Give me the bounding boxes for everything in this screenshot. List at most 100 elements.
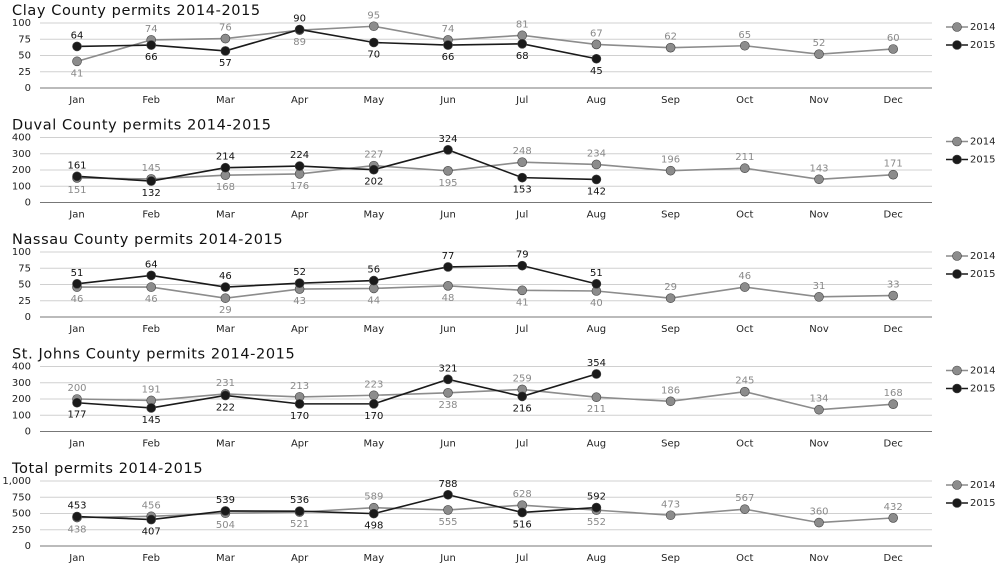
data-label: 151: [67, 185, 86, 196]
data-label: 211: [735, 152, 754, 163]
data-label: 521: [290, 519, 309, 530]
legend-marker: [952, 136, 962, 147]
y-tick-label: 50: [18, 51, 31, 62]
data-label: 41: [516, 297, 529, 308]
data-point: [814, 517, 824, 528]
data-label: 504: [216, 520, 235, 531]
data-point: [814, 404, 824, 415]
data-label: 555: [438, 517, 457, 528]
x-tick-label: Jan: [68, 439, 84, 450]
data-point: [665, 42, 676, 53]
data-point: [443, 166, 453, 176]
data-label: 213: [290, 381, 309, 392]
data-point: [591, 53, 602, 64]
data-label: 186: [661, 385, 680, 396]
x-tick-label: Aug: [587, 210, 607, 221]
x-tick-label: Jul: [515, 95, 528, 106]
x-tick-label: Feb: [142, 553, 160, 564]
data-point: [443, 374, 453, 385]
data-point: [220, 390, 231, 401]
y-tick-label: 100: [12, 18, 31, 29]
data-point: [814, 292, 824, 302]
x-tick-label: Mar: [216, 439, 236, 450]
data-label: 67: [590, 28, 603, 39]
data-point: [665, 165, 676, 176]
data-label: 48: [442, 293, 455, 304]
data-label: 168: [884, 388, 903, 399]
series-line: [76, 161, 894, 181]
x-tick-label: Feb: [142, 324, 160, 335]
x-tick-label: Jun: [439, 439, 456, 450]
data-label: 66: [145, 52, 158, 63]
y-tick-label: 25: [18, 67, 31, 78]
data-point: [294, 24, 305, 35]
data-point: [146, 270, 156, 281]
series-line: [76, 149, 597, 182]
data-label: 453: [67, 501, 86, 512]
data-label: 81: [516, 19, 529, 30]
data-point: [220, 33, 231, 44]
data-point: [591, 369, 602, 379]
data-label: 52: [293, 267, 306, 278]
data-point: [443, 145, 453, 155]
x-tick-label: Apr: [291, 324, 309, 335]
x-tick-label: Jun: [439, 210, 456, 221]
data-label: 171: [884, 159, 903, 170]
data-point: [517, 157, 528, 167]
data-label: 589: [364, 492, 383, 503]
data-point: [665, 510, 676, 521]
data-point: [888, 513, 899, 523]
data-point: [739, 386, 750, 397]
data-label: 191: [142, 384, 161, 395]
x-tick-label: Oct: [736, 324, 753, 335]
data-label: 46: [71, 294, 84, 305]
data-label: 29: [219, 305, 232, 316]
data-label: 324: [438, 134, 457, 145]
data-point: [294, 278, 305, 289]
y-tick-label: 200: [12, 165, 31, 176]
data-label: 168: [216, 182, 235, 193]
data-label: 432: [884, 502, 903, 513]
data-label: 51: [590, 268, 603, 279]
y-tick-label: 200: [12, 394, 31, 405]
x-tick-label: Feb: [142, 439, 160, 450]
data-label: 202: [364, 177, 383, 188]
data-point: [368, 21, 379, 32]
y-tick-label: 0: [25, 83, 31, 94]
y-tick-label: 100: [12, 181, 31, 192]
data-point: [517, 172, 528, 183]
series-line: [76, 264, 597, 288]
data-point: [220, 282, 231, 292]
data-point: [443, 489, 453, 500]
y-tick-label: 400: [12, 362, 31, 373]
x-tick-label: Mar: [216, 210, 236, 221]
data-label: 29: [664, 282, 677, 293]
y-tick-label: 100: [12, 410, 31, 421]
data-point: [888, 290, 899, 301]
data-label: 74: [145, 24, 158, 35]
data-label: 132: [142, 188, 161, 199]
y-tick-label: 300: [12, 149, 31, 160]
data-point: [591, 174, 602, 185]
data-label: 407: [142, 527, 161, 538]
data-label: 473: [661, 499, 680, 510]
data-label: 224: [290, 150, 309, 161]
x-tick-label: Nov: [809, 210, 829, 221]
data-label: 68: [516, 51, 529, 62]
legend-marker: [952, 498, 962, 508]
data-label: 234: [587, 148, 606, 159]
data-label: 45: [590, 66, 603, 77]
x-tick-label: May: [363, 210, 384, 221]
legend-label: 2014: [970, 480, 995, 491]
data-point: [368, 390, 379, 401]
x-tick-label: Aug: [587, 324, 607, 335]
data-label: 516: [513, 519, 532, 530]
data-point: [591, 39, 602, 50]
data-point: [294, 161, 305, 171]
data-label: 57: [219, 58, 232, 69]
data-point: [220, 506, 231, 516]
data-point: [368, 508, 379, 519]
series-line: [77, 284, 894, 299]
data-point: [739, 282, 750, 292]
x-tick-label: Oct: [736, 553, 753, 564]
